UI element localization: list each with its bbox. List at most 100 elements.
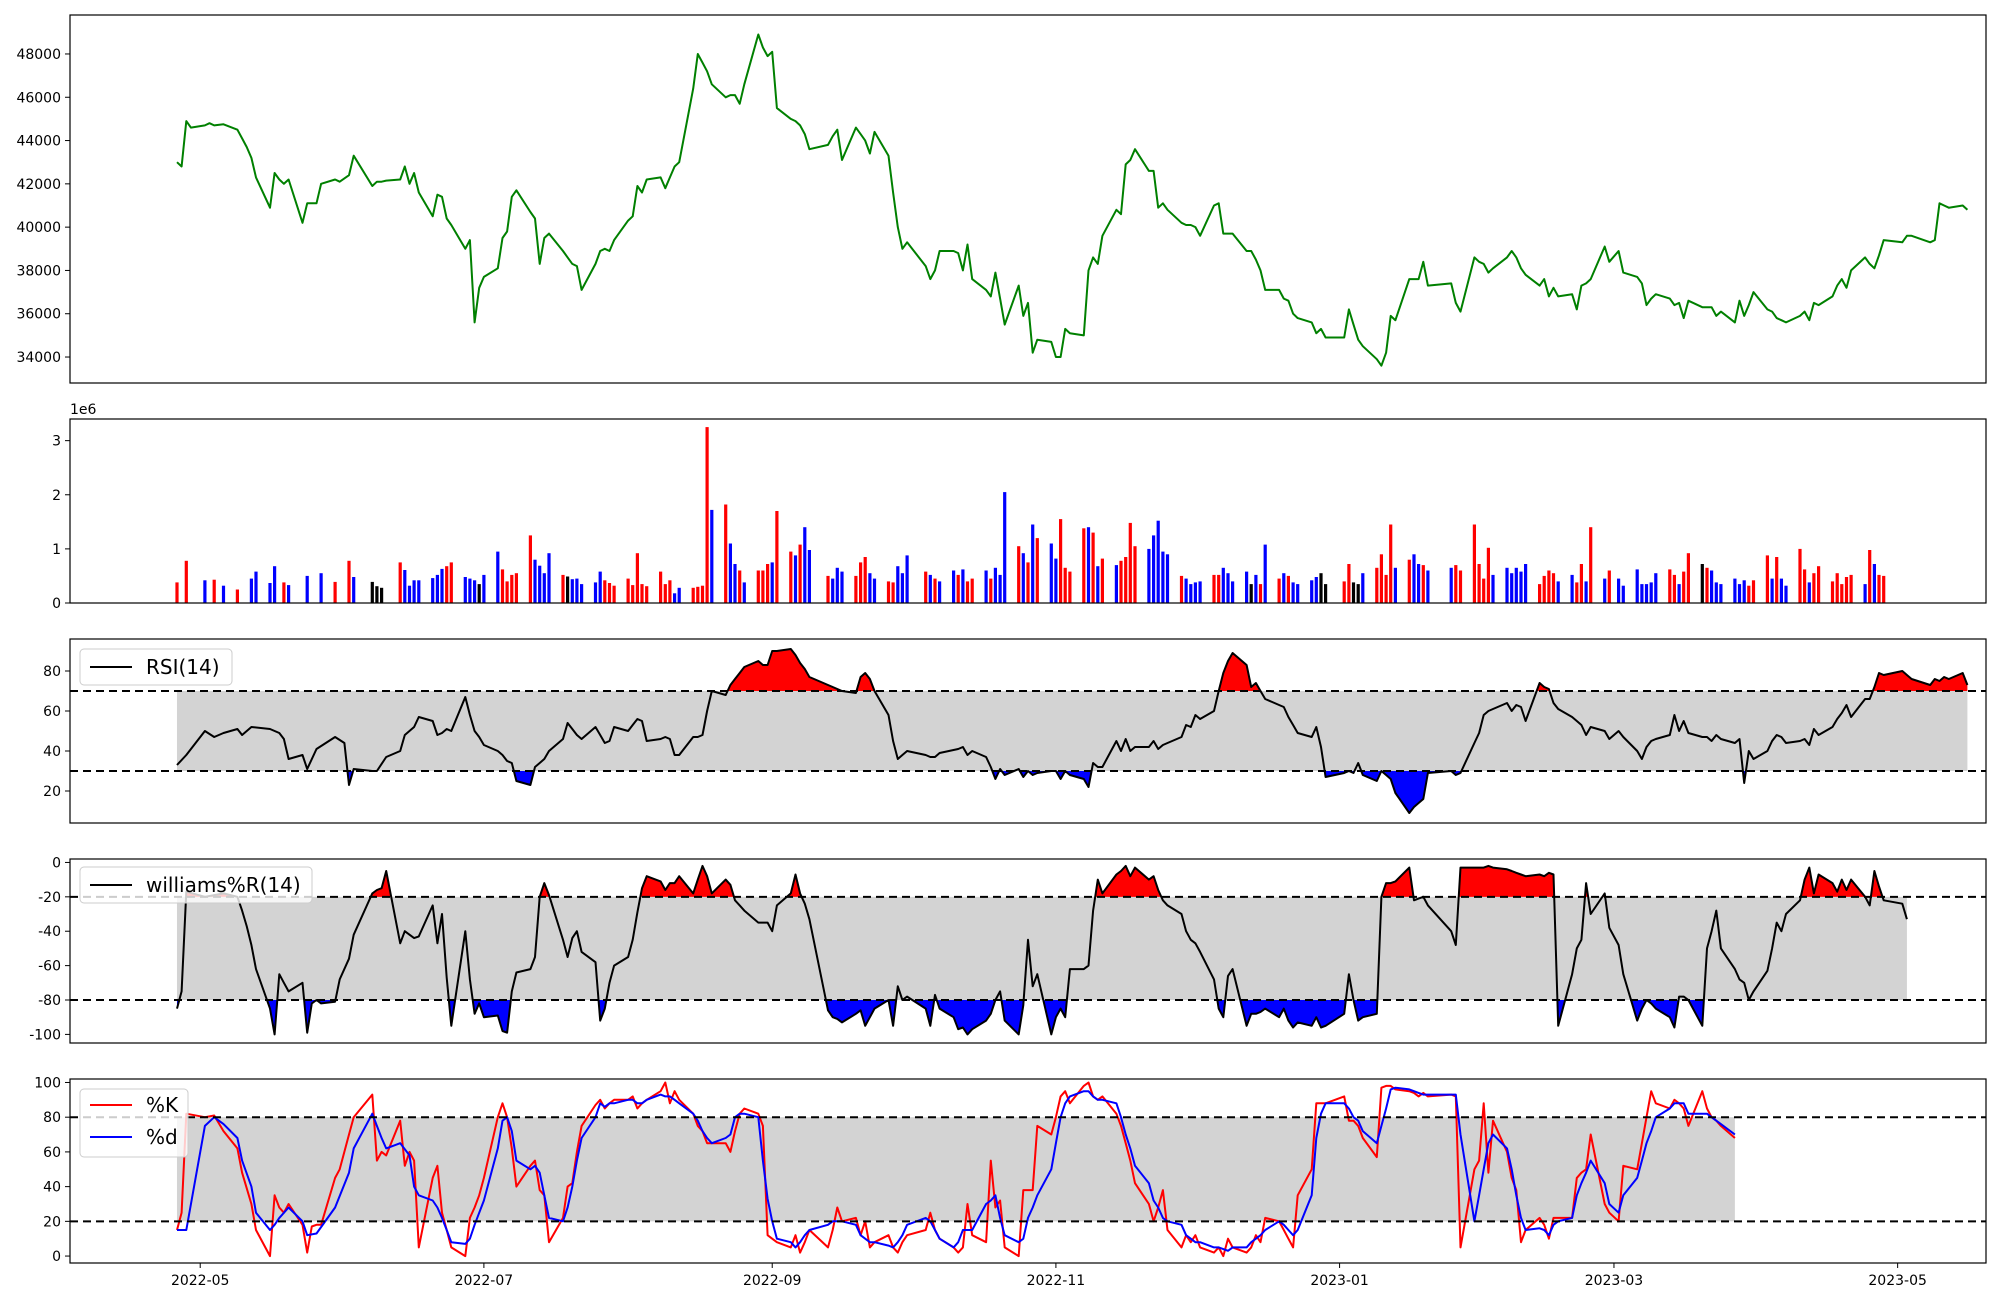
volume-bar (1059, 519, 1063, 603)
volume-bar (1770, 578, 1774, 603)
williams-ytick-label: 0 (52, 855, 61, 871)
volume-bar (547, 553, 551, 603)
rsi-ytick-label: 60 (43, 704, 61, 720)
volume-bar (1184, 578, 1188, 603)
volume-bar (1705, 567, 1709, 603)
volume-bar (989, 578, 993, 603)
price-ytick-label: 36000 (16, 307, 61, 323)
volume-bar (1603, 578, 1607, 603)
volume-bar (956, 574, 960, 603)
rsi-ytick-label: 80 (43, 664, 61, 680)
volume-bar (1091, 532, 1095, 603)
volume-bar (1849, 574, 1853, 603)
volume-bar (1226, 573, 1230, 603)
volume-bar (468, 578, 472, 603)
volume-bar (1668, 569, 1672, 603)
volume-bar (938, 581, 942, 603)
volume-bar (603, 580, 607, 603)
volume-bar (1830, 581, 1835, 603)
volume-bar (1817, 566, 1821, 603)
volume-bar (756, 570, 760, 603)
volume-bar (1198, 581, 1202, 603)
xtick-label: 2022-07 (455, 1273, 514, 1289)
volume-bar (1393, 567, 1397, 603)
rsi-axes-frame (69, 638, 1987, 824)
volume-bar (696, 586, 700, 603)
volume-bar (1035, 538, 1039, 603)
volume-bar (1282, 573, 1286, 603)
volume-bar (1086, 527, 1091, 603)
volume-bar (1342, 581, 1346, 603)
price-ytick-label: 38000 (16, 263, 61, 279)
rsi-ytick-label: 20 (43, 784, 61, 800)
volume-bar (859, 562, 863, 603)
volume-bar (473, 580, 477, 603)
volume-bar (1003, 492, 1007, 603)
volume-bar (1672, 574, 1676, 603)
volume-bar (1868, 550, 1872, 603)
volume-bar (952, 570, 956, 603)
volume-bar (542, 573, 546, 603)
volume-bar (510, 574, 514, 603)
volume-bar (1584, 581, 1588, 603)
volume-bar (1872, 564, 1876, 603)
williams-band-fill (176, 896, 1907, 1001)
volume-bar (333, 581, 337, 603)
volume-bar (831, 578, 835, 603)
volume-bar (1714, 582, 1718, 603)
williams-ytick-label: -40 (38, 924, 61, 940)
volume-bar (1291, 582, 1295, 603)
rsi-main-line (176, 648, 1969, 814)
volume-bar (561, 574, 565, 603)
volume-bar (1737, 584, 1742, 603)
volume-bar (566, 576, 570, 603)
stochastic-axes-frame (69, 1078, 1987, 1264)
volume-bar (235, 589, 239, 603)
rsi-panel: 20 40 60 80 RSI(14) (43, 638, 1987, 824)
volume-bar (659, 571, 663, 603)
volume-bar (933, 578, 937, 603)
volume-bar (1156, 520, 1160, 603)
volume-bar (1417, 564, 1421, 603)
volume-bar (803, 527, 807, 603)
volume-bar (431, 578, 435, 603)
volume-bar (1165, 554, 1170, 603)
volume-bar (998, 574, 1002, 603)
volume-bar (1096, 566, 1100, 603)
volume-bar (793, 555, 798, 603)
volume-bar (1779, 578, 1783, 603)
volume-ytick-label: 2 (52, 488, 61, 504)
volume-bar (1747, 585, 1751, 603)
volume-bar (593, 582, 598, 603)
volume-bar (370, 581, 374, 603)
volume-bar (1217, 574, 1221, 603)
volume-bar (1114, 565, 1118, 603)
stochastic-ytick-label: 100 (34, 1075, 61, 1091)
price-ytick-label: 48000 (16, 47, 61, 63)
xtick-label: 2023-03 (1585, 1273, 1644, 1289)
volume-bar (1356, 584, 1360, 603)
volume-bar (1193, 582, 1197, 603)
volume-bar (1189, 584, 1193, 603)
volume-bar (482, 574, 486, 603)
volume-bar (528, 535, 532, 603)
volume-bar (863, 557, 867, 603)
volume-bar (1635, 569, 1639, 603)
volume-bar (668, 580, 672, 603)
volume-bar (440, 568, 444, 603)
volume-bar (449, 562, 453, 603)
volume-bar (1538, 584, 1542, 603)
stochastic-ytick-label: 60 (43, 1145, 61, 1161)
volume-bar (1063, 567, 1067, 603)
volume-bar (1231, 581, 1235, 603)
stochastic-ytick-label: 0 (52, 1249, 61, 1265)
volume-bar (761, 570, 765, 603)
xtick-label: 2022-09 (743, 1273, 802, 1289)
volume-bar (1119, 560, 1123, 603)
volume-bar (407, 585, 412, 603)
williams-overbought-fill (186, 865, 1883, 897)
volume-bar (1152, 535, 1156, 603)
volume-bar (1617, 578, 1621, 603)
